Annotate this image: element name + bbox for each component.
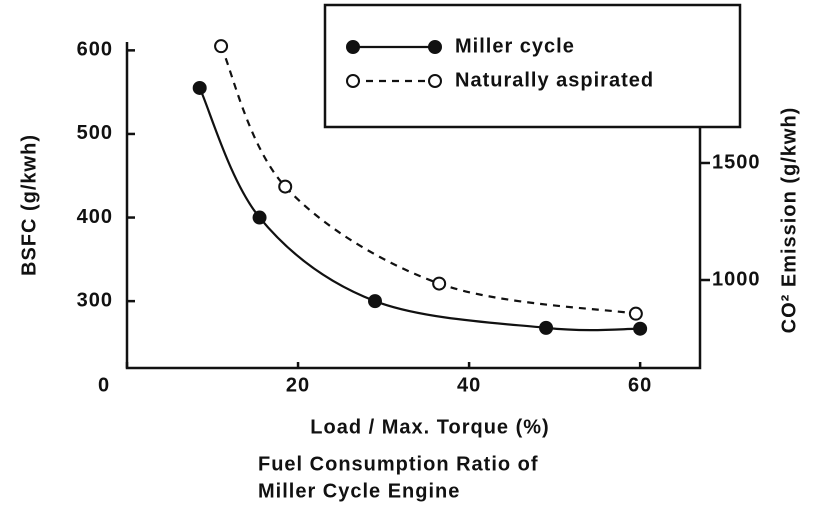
data-point [214,39,229,54]
data-point [628,306,643,321]
legend-marker [346,40,360,54]
data-point [432,276,447,291]
y-tick-label: 500 [77,122,113,144]
x-tick-label: 60 [628,374,652,396]
data-point [278,179,293,194]
data-point [633,321,648,336]
legend-marker [428,40,442,54]
y-axis-label: BSFC (g/kwh) [18,134,40,276]
data-point [252,210,267,225]
x-tick-label: 40 [457,374,481,396]
legend-marker [428,74,442,88]
series-line [220,45,637,315]
y-tick-label: 600 [77,39,113,61]
caption: Miller Cycle Engine [258,480,460,502]
legend-label: Naturally aspirated [455,69,654,91]
legend-marker [346,74,360,88]
data-point [192,80,207,95]
y2-axis-label: CO² Emission (g/kwh) [778,107,800,334]
caption: Fuel Consumption Ratio of [258,453,539,475]
x-tick-label: 0 [98,374,110,396]
data-point [368,294,383,309]
y2-tick-label: 1000 [712,268,761,290]
y2-tick-label: 1500 [712,151,761,173]
axes [125,42,702,370]
legend-box [323,3,742,129]
data-point [539,320,554,335]
x-axis-label: Load / Max. Torque (%) [310,416,549,438]
legend-label: Miller cycle [455,35,575,57]
x-tick-label: 20 [286,374,310,396]
y-tick-label: 300 [77,289,113,311]
y-tick-label: 400 [77,206,113,228]
